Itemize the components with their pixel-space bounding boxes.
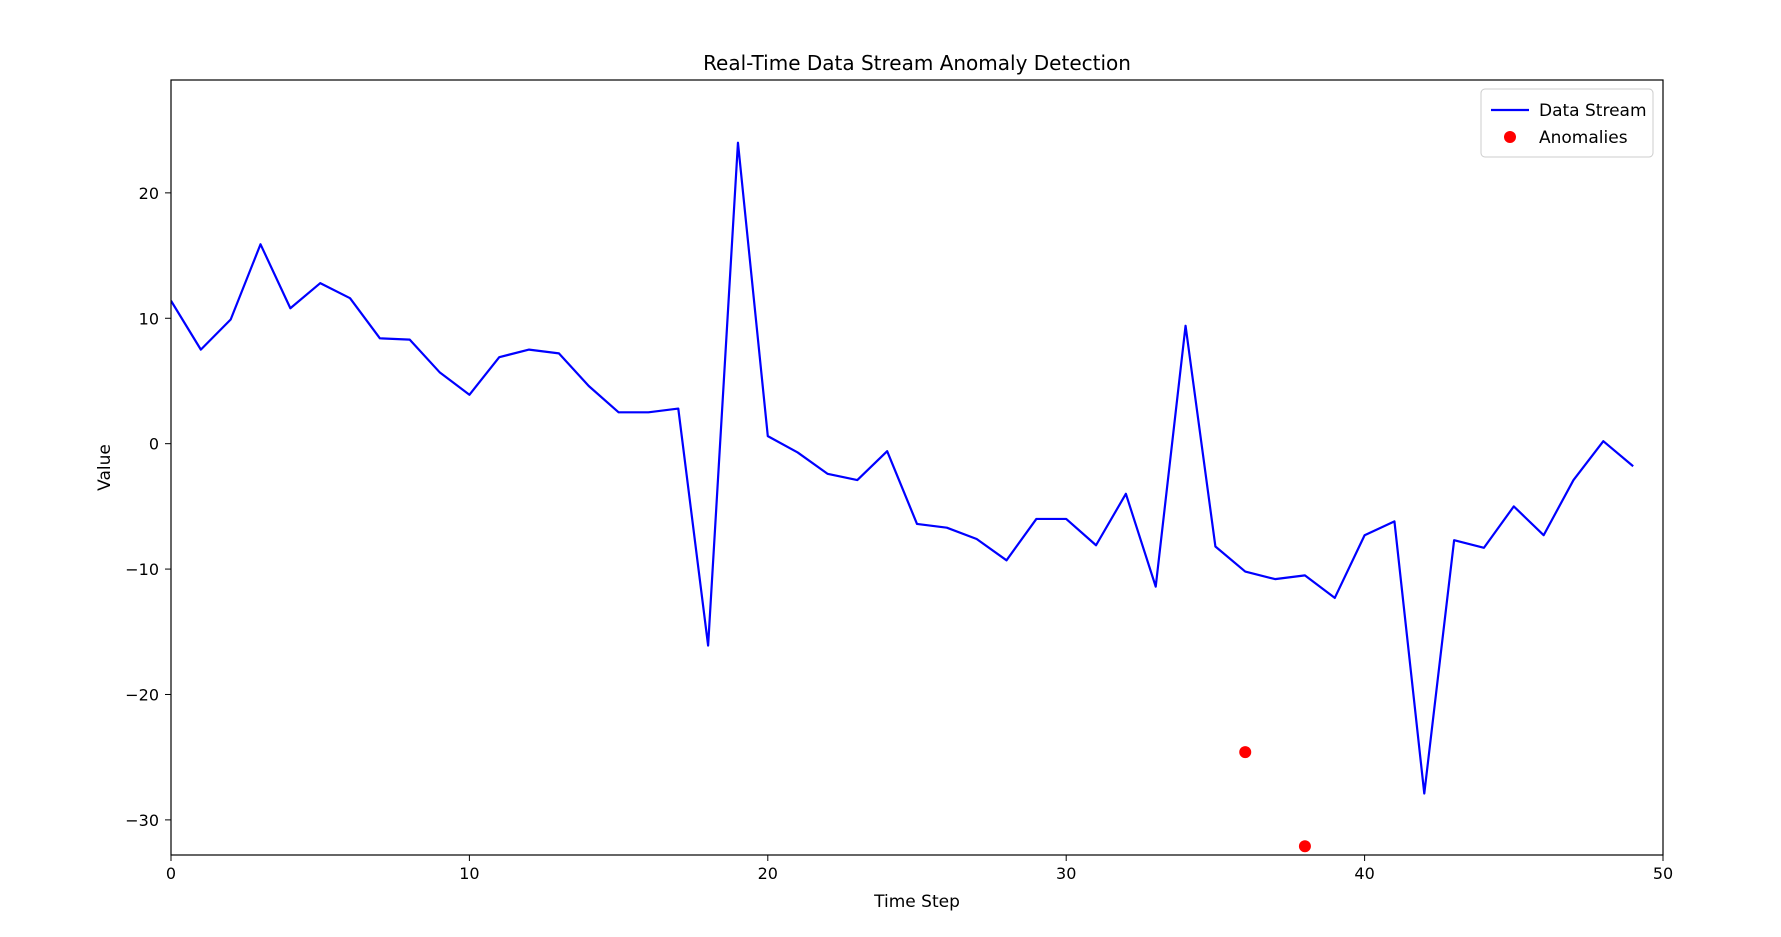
- data-layer: [171, 141, 1634, 795]
- legend-label: Anomalies: [1539, 128, 1628, 148]
- x-tick-label: 10: [459, 864, 479, 883]
- plot-area: 0 10 20 30 40 50 −30 −20 −10 0 10 20: [125, 79, 1673, 883]
- y-tick-label: −30: [125, 811, 159, 830]
- y-tick-label: 10: [139, 309, 159, 328]
- legend-dot-swatch: [1504, 131, 1516, 143]
- y-axis-label: Value: [95, 444, 115, 491]
- x-tick-label: 40: [1354, 864, 1374, 883]
- chart-title: Real-Time Data Stream Anomaly Detection: [703, 51, 1131, 75]
- anomaly-point: [1239, 746, 1252, 759]
- x-tick-label: 0: [166, 864, 176, 883]
- x-tick-label: 20: [758, 864, 778, 883]
- x-tick-label: 30: [1056, 864, 1076, 883]
- legend: Data Stream Anomalies: [1480, 88, 1654, 158]
- anomaly-point: [1298, 840, 1311, 853]
- y-tick-label: 20: [139, 184, 159, 203]
- y-tick-label: −10: [125, 560, 159, 579]
- legend-box: [1480, 88, 1654, 158]
- x-axis-label: Time Step: [873, 892, 960, 912]
- legend-label: Data Stream: [1539, 101, 1647, 121]
- data-stream-line: [171, 141, 1634, 795]
- plot-frame: [170, 79, 1664, 856]
- y-tick-label: −20: [125, 685, 159, 704]
- y-tick-label: 0: [149, 435, 159, 454]
- x-tick-label: 50: [1653, 864, 1673, 883]
